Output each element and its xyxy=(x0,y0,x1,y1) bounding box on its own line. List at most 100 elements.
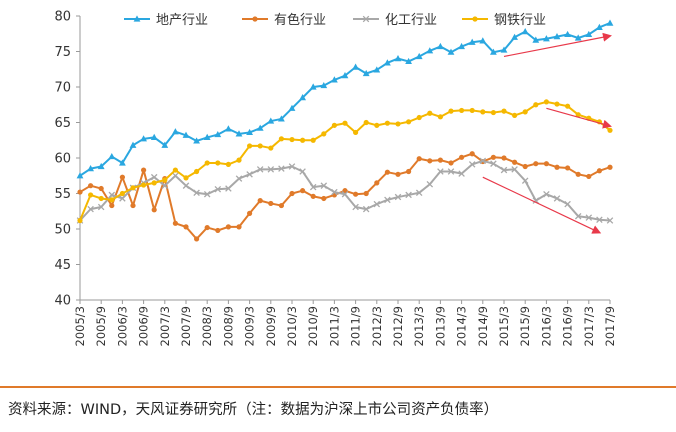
source-note: 资料来源：WIND，天风证券研究所（注：数据为沪深上市公司资产负债率） xyxy=(8,402,499,418)
data-point xyxy=(225,224,231,230)
data-point xyxy=(554,101,560,107)
data-point xyxy=(353,129,359,136)
data-point xyxy=(288,104,296,111)
data-point xyxy=(300,188,306,194)
data-point xyxy=(490,48,497,55)
data-point xyxy=(119,190,125,197)
data-point xyxy=(77,189,83,195)
data-point xyxy=(225,185,232,192)
data-point xyxy=(109,197,115,203)
data-point xyxy=(161,182,169,189)
series-line xyxy=(79,152,611,240)
data-point xyxy=(394,55,402,62)
data-point xyxy=(459,154,465,160)
data-point xyxy=(235,175,243,182)
data-point xyxy=(511,112,518,118)
data-point xyxy=(88,192,94,198)
y-tick-label: 60 xyxy=(54,152,71,167)
y-tick-label: 75 xyxy=(54,45,71,60)
data-point xyxy=(215,227,221,234)
data-point xyxy=(300,137,306,143)
data-point xyxy=(235,130,243,137)
x-tick-label: 2010/3 xyxy=(285,306,299,346)
data-point xyxy=(204,160,210,166)
data-point xyxy=(448,160,454,166)
data-point xyxy=(596,216,603,224)
data-point xyxy=(278,115,285,122)
data-point xyxy=(490,160,497,167)
data-point xyxy=(395,171,401,177)
data-point xyxy=(574,212,582,220)
data-point xyxy=(511,166,518,173)
data-point xyxy=(437,157,443,163)
data-point xyxy=(225,161,231,167)
data-point xyxy=(352,63,359,70)
legend-marker xyxy=(472,16,478,22)
data-point xyxy=(309,183,317,191)
data-point xyxy=(172,220,178,226)
data-point xyxy=(521,177,529,184)
y-tick-label: 80 xyxy=(54,10,71,25)
chart-legend: 地产行业 有色行业 化工行业 钢铁行业 xyxy=(124,12,546,28)
x-tick-label: 2017/9 xyxy=(603,306,617,346)
legend-item: 有色行业 xyxy=(242,12,326,28)
data-point xyxy=(288,163,296,170)
data-point xyxy=(353,191,359,197)
y-tick-label: 55 xyxy=(54,187,71,202)
data-point xyxy=(88,183,94,189)
line-chart: 40 45 50 55 60 65 70 75 80 2005/3 2005/9 2006/3 2006… xyxy=(54,10,617,347)
x-tick-label: 2013/3 xyxy=(412,306,426,346)
data-point xyxy=(151,207,157,213)
y-tick-label: 65 xyxy=(54,116,71,131)
data-point xyxy=(268,145,274,151)
data-point xyxy=(278,202,284,209)
data-point xyxy=(363,190,369,197)
data-point xyxy=(543,99,550,105)
x-tick-label: 2008/3 xyxy=(200,306,214,346)
data-point xyxy=(416,114,422,121)
data-point xyxy=(246,171,253,178)
x-tick-label: 2007/9 xyxy=(179,306,193,346)
x-tick-label: 2012/9 xyxy=(391,306,405,346)
series-4 xyxy=(77,99,613,224)
x-tick-label: 2017/3 xyxy=(582,306,596,346)
data-point xyxy=(257,143,263,149)
data-point xyxy=(437,42,444,50)
data-point xyxy=(98,185,104,192)
source-divider xyxy=(0,386,676,388)
legend-marker xyxy=(252,16,258,22)
y-tick-label: 50 xyxy=(54,223,71,238)
x-tick-label: 2006/3 xyxy=(115,306,129,346)
data-point xyxy=(246,128,253,136)
data-point xyxy=(468,38,476,45)
data-point xyxy=(394,193,402,201)
data-point xyxy=(331,76,338,83)
data-point xyxy=(522,109,528,115)
chart-annotations xyxy=(482,32,612,234)
data-point xyxy=(437,168,444,175)
data-point xyxy=(373,200,381,208)
data-point xyxy=(193,189,200,197)
x-tick-label: 2007/3 xyxy=(158,306,172,346)
data-point xyxy=(203,190,211,198)
data-point xyxy=(108,191,116,199)
data-point xyxy=(194,168,200,175)
legend-item: 化工行业 xyxy=(353,13,437,28)
legend-label: 钢铁行业 xyxy=(494,13,546,28)
data-point xyxy=(458,170,465,177)
trend-arrow xyxy=(546,107,612,129)
data-point xyxy=(554,164,560,170)
data-point xyxy=(215,160,221,166)
data-point xyxy=(427,110,433,116)
data-point xyxy=(607,127,613,133)
data-point xyxy=(362,205,370,213)
data-point xyxy=(172,172,179,180)
data-point xyxy=(427,158,433,164)
x-tick-label: 2006/9 xyxy=(137,306,151,346)
data-point xyxy=(236,224,242,230)
data-point xyxy=(299,168,306,175)
data-point xyxy=(331,188,338,196)
data-point xyxy=(447,48,455,55)
data-point xyxy=(256,166,264,173)
data-point xyxy=(373,66,381,73)
